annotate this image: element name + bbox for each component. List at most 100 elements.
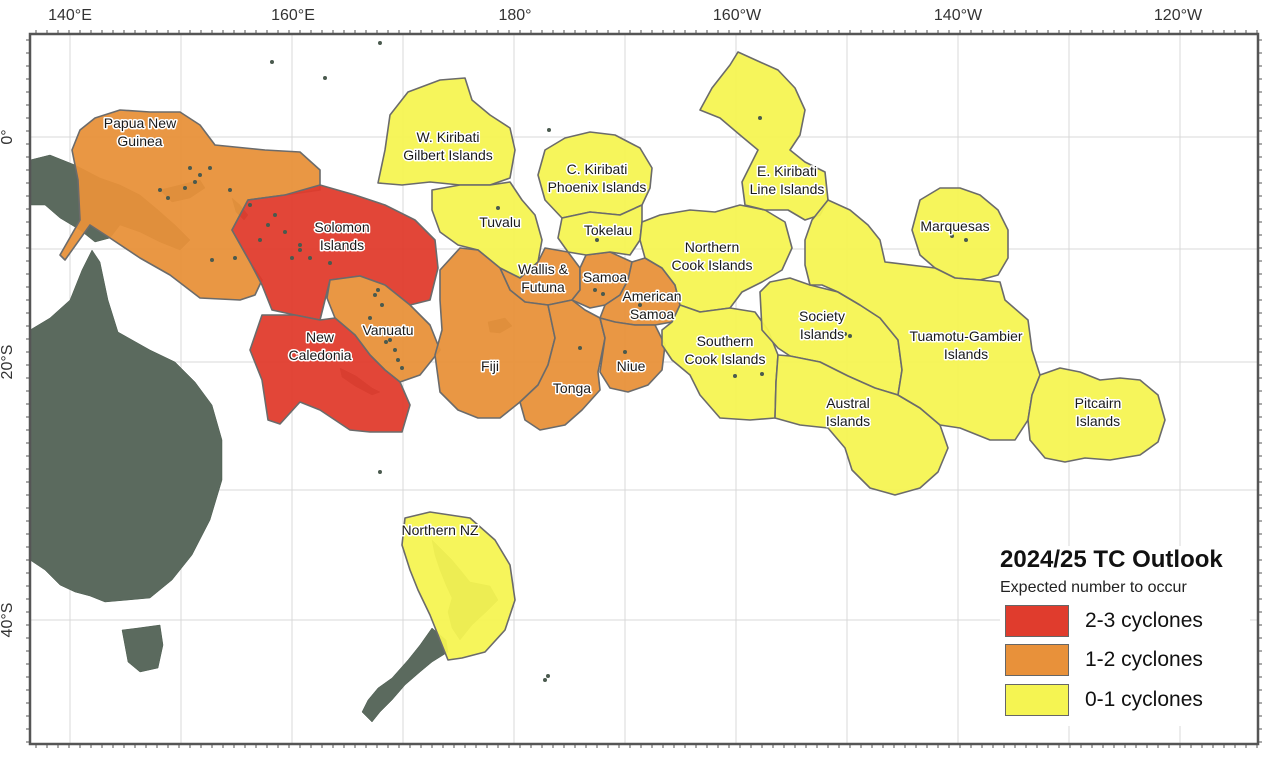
legend-swatch-0-1 <box>1005 684 1069 716</box>
region-label-c-kiribati: C. Kiribati Phoenix Islands <box>548 161 647 195</box>
region-label-wallis-futuna: Wallis & Futuna <box>518 261 569 295</box>
region-label-w-kiribati: W. Kiribati Gilbert Islands <box>403 129 492 163</box>
region-new-caledonia <box>249 314 411 433</box>
island-dot <box>964 238 968 242</box>
region-label-new-caledonia: New Caledonia <box>288 329 351 363</box>
region-label-vanuatu: Vanuatu <box>362 322 413 338</box>
island-dot <box>158 188 162 192</box>
island-dot <box>601 292 605 296</box>
island-dot <box>258 238 262 242</box>
region-w-kiribati <box>377 77 516 186</box>
tasmania-landmass <box>121 624 164 673</box>
latitude-tick-labels: 0° 20°S 40°S <box>0 129 16 637</box>
longitude-tick-label: 140°E <box>48 7 92 24</box>
region-southern-cook-islands <box>661 304 779 421</box>
island-dot <box>578 346 582 350</box>
island-dot <box>843 332 847 336</box>
island-dot <box>400 366 404 370</box>
island-dot <box>193 180 197 184</box>
latitude-tick-label: 0° <box>0 129 16 144</box>
island-dot <box>760 372 764 376</box>
outlook-regions <box>59 51 1166 661</box>
region-labels: Papua New Guinea Solomon Islands Vanuatu New C… <box>102 114 1123 540</box>
island-dot <box>208 166 212 170</box>
latitude-tick-label: 40°S <box>0 603 16 638</box>
island-dot <box>378 41 382 45</box>
island-dot <box>623 350 627 354</box>
island-dot <box>496 206 500 210</box>
region-pitcairn-islands <box>1027 367 1166 463</box>
region-austral-islands <box>774 354 949 496</box>
island-dot <box>166 196 170 200</box>
island-dot <box>183 186 187 190</box>
region-label-fiji: Fiji <box>481 358 499 374</box>
island-dot <box>547 128 551 132</box>
longitude-tick-label: 160°W <box>713 7 762 24</box>
legend-item-1-2: 1-2 cyclones <box>1005 643 1203 677</box>
island-dot <box>298 243 302 247</box>
legend-label-2-3: 2-3 cyclones <box>1085 609 1203 632</box>
island-dot <box>378 470 382 474</box>
island-dot <box>758 116 762 120</box>
region-label-samoa: Samoa <box>583 269 628 285</box>
region-northern-nz <box>401 511 516 661</box>
region-label-papua-new-guinea: Papua New Guinea <box>104 115 177 149</box>
island-dot <box>270 60 274 64</box>
region-northern-cook-islands <box>639 204 793 313</box>
region-tonga <box>519 299 606 431</box>
legend-swatch-2-3 <box>1005 605 1069 637</box>
island-dot <box>393 348 397 352</box>
island-dot <box>384 340 388 344</box>
island-dot <box>210 258 214 262</box>
australia-landmass <box>29 249 223 603</box>
longitude-tick-label: 140°W <box>934 7 983 24</box>
region-label-society-islands: Society Islands <box>799 308 845 342</box>
island-dot <box>298 248 302 252</box>
legend-label-0-1: 0-1 cyclones <box>1085 688 1203 711</box>
region-label-southern-cook-islands: Southern Cook Islands <box>685 333 766 367</box>
frame-ticks <box>26 30 1262 748</box>
region-label-austral-islands: Austral Islands <box>826 395 870 429</box>
island-dot <box>638 298 642 302</box>
island-dot <box>368 316 372 320</box>
region-label-tokelau: Tokelau <box>584 222 632 238</box>
legend-label-1-2: 1-2 cyclones <box>1085 648 1203 671</box>
latitude-tick-label: 20°S <box>0 345 16 380</box>
legend-item-0-1: 0-1 cyclones <box>1005 683 1203 717</box>
legend-subtitle: Expected number to occur <box>1000 579 1187 596</box>
region-label-e-kiribati: E. Kiribati Line Islands <box>750 163 825 197</box>
region-marquesas <box>911 187 1009 281</box>
map-frame <box>28 32 1260 746</box>
island-dot <box>198 173 202 177</box>
island-dot <box>848 334 852 338</box>
island-dot <box>396 358 400 362</box>
island-dot <box>950 234 954 238</box>
island-dot <box>233 256 237 260</box>
region-label-marquesas: Marquesas <box>920 218 989 234</box>
island-dot <box>328 261 332 265</box>
island-dots <box>158 41 968 682</box>
longitude-tick-label: 160°E <box>271 7 315 24</box>
region-tuamotu-gambier-islands <box>804 199 1041 441</box>
legend: 2024/25 TC Outlook Expected number to oc… <box>1000 546 1250 726</box>
region-tokelau <box>557 204 643 256</box>
island-dot <box>543 678 547 682</box>
island-dot <box>273 213 277 217</box>
legend-item-2-3: 2-3 cyclones <box>1005 604 1203 638</box>
island-dot <box>266 223 270 227</box>
legend-title: 2024/25 TC Outlook <box>1000 546 1223 573</box>
island-dot <box>733 374 737 378</box>
longitude-tick-label: 120°W <box>1154 7 1203 24</box>
south-island-nz-landmass <box>361 627 449 723</box>
region-niue <box>599 317 666 393</box>
region-label-niue: Niue <box>617 358 646 374</box>
island-dot <box>388 338 392 342</box>
island-dot <box>283 230 287 234</box>
island-dot <box>373 293 377 297</box>
island-dot <box>188 166 192 170</box>
island-dot <box>595 238 599 242</box>
legend-swatch-1-2 <box>1005 644 1069 676</box>
island-dot <box>593 288 597 292</box>
region-label-solomon-islands: Solomon Islands <box>314 219 369 253</box>
